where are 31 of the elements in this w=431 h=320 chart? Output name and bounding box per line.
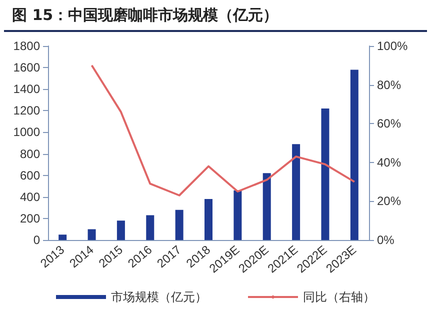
bar xyxy=(146,215,154,240)
legend-label: 同比（右轴） xyxy=(303,290,375,304)
y2-tick-label: 40% xyxy=(377,155,402,170)
y-tick-label: 1200 xyxy=(13,104,40,118)
y-tick-label: 600 xyxy=(20,168,40,182)
bar xyxy=(204,199,212,240)
bar xyxy=(234,190,242,240)
bar xyxy=(58,234,67,240)
y-tick-label: 800 xyxy=(20,146,40,161)
y2-tick-label: 100% xyxy=(377,39,408,53)
y-tick-label: 200 xyxy=(20,211,40,226)
bar xyxy=(175,210,184,240)
y-tick-label: 400 xyxy=(20,190,40,204)
y2-tick-label: 20% xyxy=(377,194,402,208)
y2-tick-label: 60% xyxy=(377,116,402,131)
bar xyxy=(116,220,125,240)
legend-label: 市场规模（亿元） xyxy=(111,290,207,304)
bar xyxy=(262,173,271,240)
bar xyxy=(88,229,96,240)
y-tick-label: 1000 xyxy=(13,125,40,140)
y-tick-label: 1600 xyxy=(13,60,40,75)
line-series xyxy=(90,64,356,196)
bar xyxy=(350,70,358,240)
y2-tick-label: 0% xyxy=(377,233,395,247)
chart-title: 图 15：中国现磨咖啡市场规模（亿元） xyxy=(4,0,427,32)
y2-tick-label: 80% xyxy=(377,78,402,92)
y-tick-label: 1400 xyxy=(13,82,40,96)
bar xyxy=(321,108,330,240)
bar xyxy=(292,144,300,240)
y-tick-label: 1800 xyxy=(13,39,40,53)
y-tick-label: 0 xyxy=(33,233,40,247)
